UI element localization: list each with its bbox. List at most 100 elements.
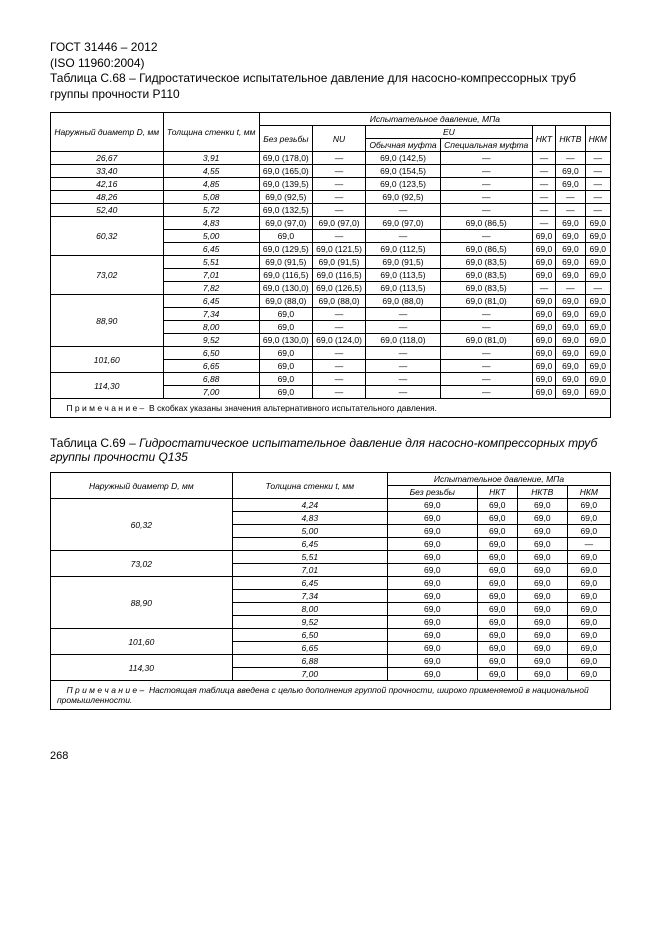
table-cell: — [312,321,365,334]
table-cell: 60,32 [51,499,233,551]
table-cell: 69,0 [567,603,610,616]
table-cell: 69,0 (83,5) [440,282,532,295]
table-cell: 69,0 (83,5) [440,269,532,282]
table-cell: 69,0 (165,0) [259,165,312,178]
table-cell: — [312,386,365,399]
table-cell: 69,0 [259,230,312,243]
table-cell: — [312,373,365,386]
table-cell: 6,45 [163,295,259,308]
table-cell: 69,0 [567,616,610,629]
col2-nktv: НКТВ [517,486,567,499]
table-cell: 69,0 [517,642,567,655]
table-cell: 4,83 [232,512,387,525]
table-cell: — [585,191,610,204]
table-cell: 69,0 [532,243,556,256]
col-no-thread: Без резьбы [259,126,312,152]
table-cell: 69,0 [387,538,477,551]
table-cell: 69,0 (86,5) [440,243,532,256]
table-cell: — [585,152,610,165]
table-cell: 69,0 [532,256,556,269]
table-cell: 69,0 [517,525,567,538]
col2-no-thread: Без резьбы [387,486,477,499]
table-cell: 69,0 (142,5) [366,152,441,165]
table-cell: — [366,204,441,217]
table-cell: 69,0 [387,603,477,616]
table-cell: — [366,308,441,321]
table-cell: 69,0 [585,334,610,347]
table-cell: — [556,282,585,295]
table-note-row: П р и м е ч а н и е – В скобках указаны … [51,399,611,418]
table-cell: — [585,282,610,295]
table-row: 42,164,8569,0 (139,5)—69,0 (123,5)——69,0… [51,178,611,191]
table-cell: — [532,282,556,295]
table-cell: 69,0 [517,616,567,629]
table-cell: 26,67 [51,152,164,165]
table-cell: 69,0 [532,360,556,373]
table-c68: Наружный диаметр D, мм Толщина стенки t,… [50,112,611,418]
table-cell: 7,34 [163,308,259,321]
table-cell: 69,0 [477,525,517,538]
table-cell: — [440,204,532,217]
table-cell: 8,00 [163,321,259,334]
table-cell: 69,0 [532,295,556,308]
table-cell: 69,0 [477,668,517,681]
table-cell: 6,45 [163,243,259,256]
table-cell: — [556,191,585,204]
table-cell: 69,0 (92,5) [366,191,441,204]
table-cell: 69,0 (81,0) [440,295,532,308]
table-cell: 4,85 [163,178,259,191]
table-cell: 73,02 [51,551,233,577]
table-cell: 69,0 [517,577,567,590]
table-cell: 69,0 [567,577,610,590]
table-cell: 69,0 [477,629,517,642]
table68-caption: Таблица С.68 – Гидростатическое испытате… [50,71,611,102]
page-header: ГОСТ 31446 – 2012 (ISO 11960:2004) Табли… [50,40,611,102]
table-cell: 69,0 (123,5) [366,178,441,191]
table-row: 52,405,7269,0 (132,5)—————— [51,204,611,217]
table-cell: 69,0 [477,577,517,590]
table-cell: 69,0 [387,642,477,655]
table-cell: 69,0 [567,642,610,655]
table-cell: 69,0 [585,373,610,386]
table-cell: 7,00 [163,386,259,399]
table-cell: 69,0 (139,5) [259,178,312,191]
table-row: 60,324,2469,069,069,069,0 [51,499,611,512]
table-cell: 69,0 [259,308,312,321]
table-cell: 6,65 [232,642,387,655]
table-cell: 69,0 [517,499,567,512]
table-cell: — [366,386,441,399]
table-cell: 69,0 [477,603,517,616]
table-cell: — [440,360,532,373]
table-cell: 69,0 [556,308,585,321]
gost-number: ГОСТ 31446 – 2012 [50,40,611,56]
table-row: 73,025,5169,0 (91,5)69,0 (91,5)69,0 (91,… [51,256,611,269]
table-cell: 69,0 [477,551,517,564]
table-cell: 69,0 (97,0) [312,217,365,230]
col-eu: EU [366,126,532,139]
table-row: 114,306,8869,0———69,069,069,0 [51,373,611,386]
col-pressure-group: Испытательное давление, МПа [259,113,610,126]
table-cell: 8,00 [232,603,387,616]
table-cell: 88,90 [51,577,233,629]
table-cell: — [585,204,610,217]
table-note-row: П р и м е ч а н и е – Настоящая таблица … [51,681,611,710]
table-cell: 69,0 [556,386,585,399]
table-cell: 69,0 (83,5) [440,256,532,269]
table-cell: — [366,321,441,334]
table-cell: 69,0 [387,616,477,629]
table-cell: 7,82 [163,282,259,295]
table-cell: 5,51 [163,256,259,269]
table-row: 60,324,8369,0 (97,0)69,0 (97,0)69,0 (97,… [51,217,611,230]
table-cell: 114,30 [51,655,233,681]
table-cell: 69,0 [387,564,477,577]
table-cell: 69,0 [567,668,610,681]
table-cell: — [556,152,585,165]
table-cell: — [312,178,365,191]
table-cell: 69,0 [532,334,556,347]
table-cell: 69,0 [517,538,567,551]
table-cell: 69,0 (178,0) [259,152,312,165]
table-cell: 4,24 [232,499,387,512]
table-note: П р и м е ч а н и е – В скобках указаны … [51,399,611,418]
table-cell: 48,26 [51,191,164,204]
table-cell: 69,0 [556,334,585,347]
